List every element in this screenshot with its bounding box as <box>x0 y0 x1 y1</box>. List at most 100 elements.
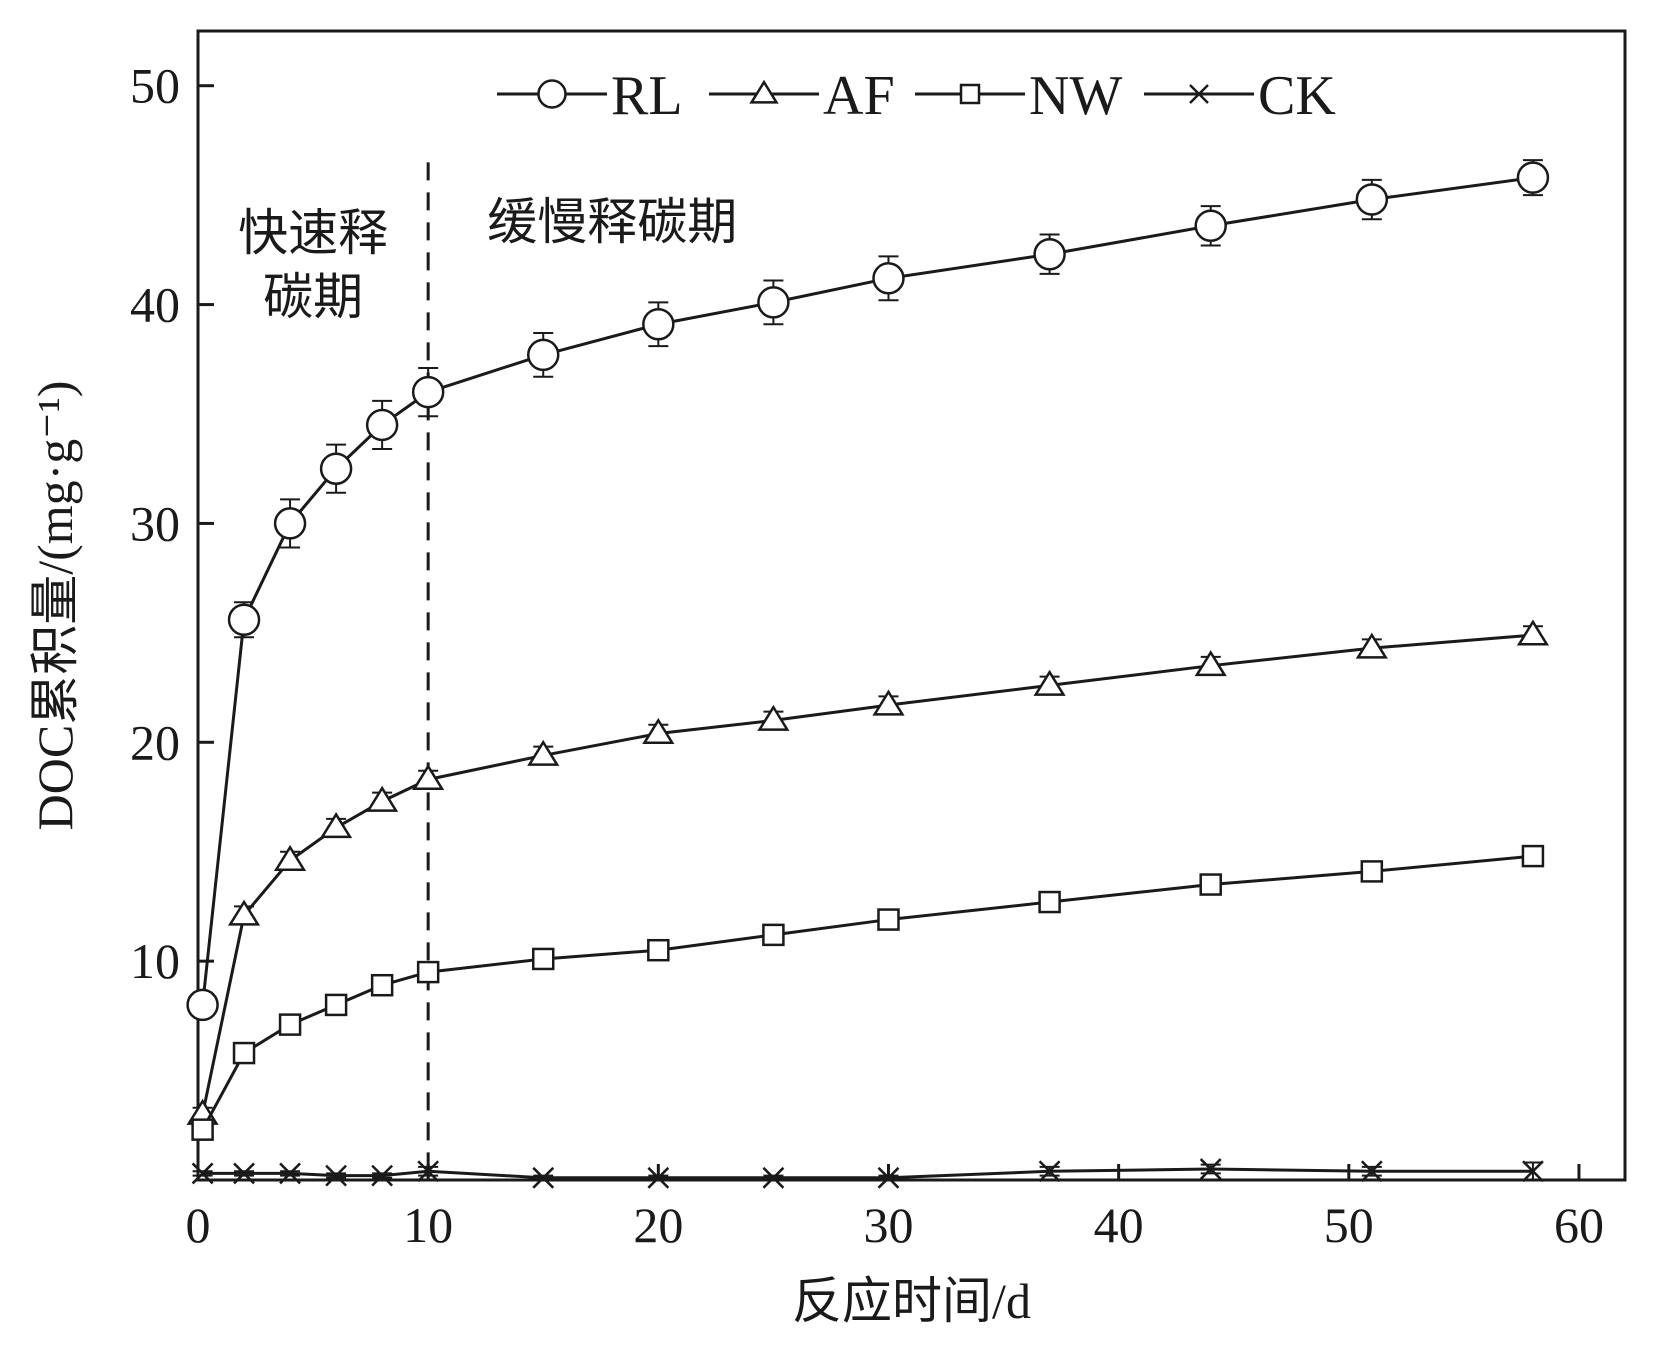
annotation-text: 快速释 <box>238 204 388 262</box>
data-point-circle <box>526 338 560 372</box>
data-point-x-stroke <box>1038 1160 1061 1183</box>
data-point-x-stroke <box>877 1166 900 1189</box>
data-point-circle <box>1033 237 1066 271</box>
data-point-triangle <box>872 689 905 716</box>
series-line <box>201 633 1534 1115</box>
data-point-triangle <box>273 844 307 871</box>
y-tick-label: 40 <box>130 277 180 333</box>
y-axis-title: DOC累积量/(mg·g⁻¹) <box>27 381 83 831</box>
x-tick-label: 10 <box>403 1197 453 1253</box>
data-point-x-stroke <box>233 1162 255 1185</box>
y-tick-label: 30 <box>130 495 180 551</box>
x-tick-label: 40 <box>1094 1197 1144 1253</box>
data-point-circle <box>872 262 905 295</box>
series-rl <box>186 159 1550 1022</box>
data-point-x-stroke <box>1189 84 1209 104</box>
data-point-square <box>370 973 394 997</box>
data-point-circle <box>319 452 353 485</box>
data-point-x <box>279 1162 301 1185</box>
series-line <box>202 1167 1533 1180</box>
data-point-circle <box>411 375 445 409</box>
data-point-triangle <box>527 739 560 766</box>
data-point-square <box>324 993 348 1017</box>
data-point-square <box>647 938 670 962</box>
data-point-x-stroke <box>325 1164 347 1187</box>
data-point-square <box>762 923 785 947</box>
data-point-square <box>416 960 440 984</box>
data-point-square <box>1360 860 1384 883</box>
data-point-triangle <box>1194 650 1227 677</box>
data-point-x <box>191 1162 214 1185</box>
x-tick-label: 0 <box>186 1197 211 1253</box>
data-point-triangle <box>319 812 353 839</box>
data-point-circle <box>537 79 567 109</box>
data-point-circle <box>1194 209 1227 243</box>
y-tick-label: 20 <box>130 714 180 770</box>
data-point-x <box>647 1166 670 1189</box>
series-layer <box>186 159 1550 1189</box>
legend-label: AF <box>823 65 895 127</box>
data-point-square <box>1038 890 1061 914</box>
data-point-square <box>877 908 900 931</box>
data-point-x <box>762 1166 785 1189</box>
x-axis: 0 10 20 30 40 50 60 <box>186 1164 1604 1253</box>
x-tick-label: 50 <box>1324 1197 1374 1253</box>
data-point-x-stroke <box>1199 1158 1222 1180</box>
data-point-square <box>1521 844 1545 868</box>
data-point-square <box>959 83 981 105</box>
y-tick-label: 10 <box>130 933 180 989</box>
data-point-triangle <box>757 704 790 731</box>
data-point-x-stroke <box>1522 1160 1544 1183</box>
data-point-circle <box>273 507 307 540</box>
data-point-triangle <box>749 79 779 104</box>
data-point-triangle <box>1516 619 1550 646</box>
data-point-circle <box>227 603 261 636</box>
data-point-circle <box>186 988 219 1022</box>
data-point-x <box>1199 1158 1222 1180</box>
legend-item-af: AF <box>709 65 895 127</box>
data-point-x-stroke <box>762 1166 785 1189</box>
data-point-x-stroke <box>647 1166 670 1189</box>
data-point-triangle <box>1033 669 1066 696</box>
data-point-square <box>531 947 555 971</box>
data-point-square <box>1199 873 1222 896</box>
data-point-x-stroke <box>417 1160 440 1183</box>
x-tick-label: 30 <box>863 1197 913 1253</box>
data-point-square <box>278 1013 302 1036</box>
x-axis-title: 反应时间/d <box>792 1273 1031 1329</box>
data-point-x <box>1522 1160 1544 1183</box>
x-tick-label: 60 <box>1554 1197 1604 1253</box>
data-point-x <box>371 1164 394 1187</box>
data-point-circle <box>1355 183 1389 216</box>
data-point-x <box>417 1160 440 1183</box>
data-point-square <box>191 1118 214 1141</box>
y-axis: 10 20 30 40 50 <box>130 58 214 989</box>
data-point-x-stroke <box>1360 1160 1383 1183</box>
legend-item-rl: RL <box>497 65 683 127</box>
data-point-x <box>1360 1160 1383 1183</box>
annotation-text: 碳期 <box>263 268 363 326</box>
data-point-x-stroke <box>371 1164 394 1187</box>
x-tick-label: 20 <box>633 1197 683 1253</box>
data-point-x-stroke <box>279 1162 301 1185</box>
data-point-circle <box>642 308 675 341</box>
legend-label: CK <box>1258 65 1336 127</box>
data-point-x <box>1189 84 1209 104</box>
series-nw <box>191 844 1545 1141</box>
data-point-triangle <box>412 763 445 790</box>
legend-label: RL <box>611 65 683 127</box>
legend-item-nw: NW <box>915 65 1122 127</box>
data-point-circle <box>365 408 399 442</box>
series-ck <box>191 1158 1544 1189</box>
data-point-x <box>877 1166 900 1189</box>
annotation-text: 缓慢释碳期 <box>487 193 737 251</box>
data-point-circle <box>757 286 790 319</box>
data-point-circle <box>1516 161 1550 194</box>
data-point-x <box>233 1162 255 1185</box>
data-point-triangle <box>1355 632 1388 659</box>
legend-item-ck: CK <box>1144 65 1336 127</box>
